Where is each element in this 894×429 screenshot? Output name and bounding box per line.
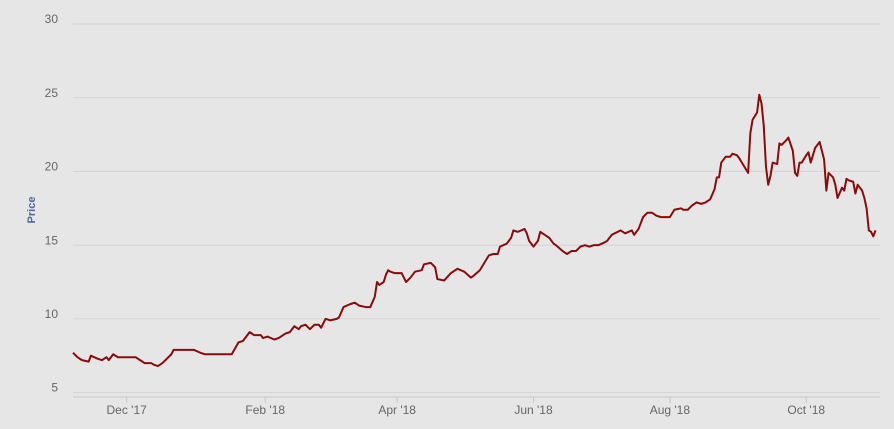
y-tick-label: 15 [45, 233, 59, 247]
y-tick-label: 30 [45, 12, 59, 26]
x-tick-label: Feb '18 [245, 403, 285, 417]
x-tick-label: Apr '18 [378, 403, 416, 417]
y-tick-label: 10 [45, 307, 59, 321]
y-tick-label: 5 [51, 381, 58, 395]
x-tick-label: Dec '17 [106, 403, 147, 417]
y-axis-label: Price [26, 197, 38, 224]
y-tick-label: 25 [45, 86, 59, 100]
y-tick-label: 20 [45, 160, 59, 174]
price-line [72, 93, 877, 368]
x-tick-label: Jun '18 [514, 403, 553, 417]
x-tick-label: Oct '18 [787, 403, 825, 417]
x-tick-label: Aug '18 [650, 403, 691, 417]
